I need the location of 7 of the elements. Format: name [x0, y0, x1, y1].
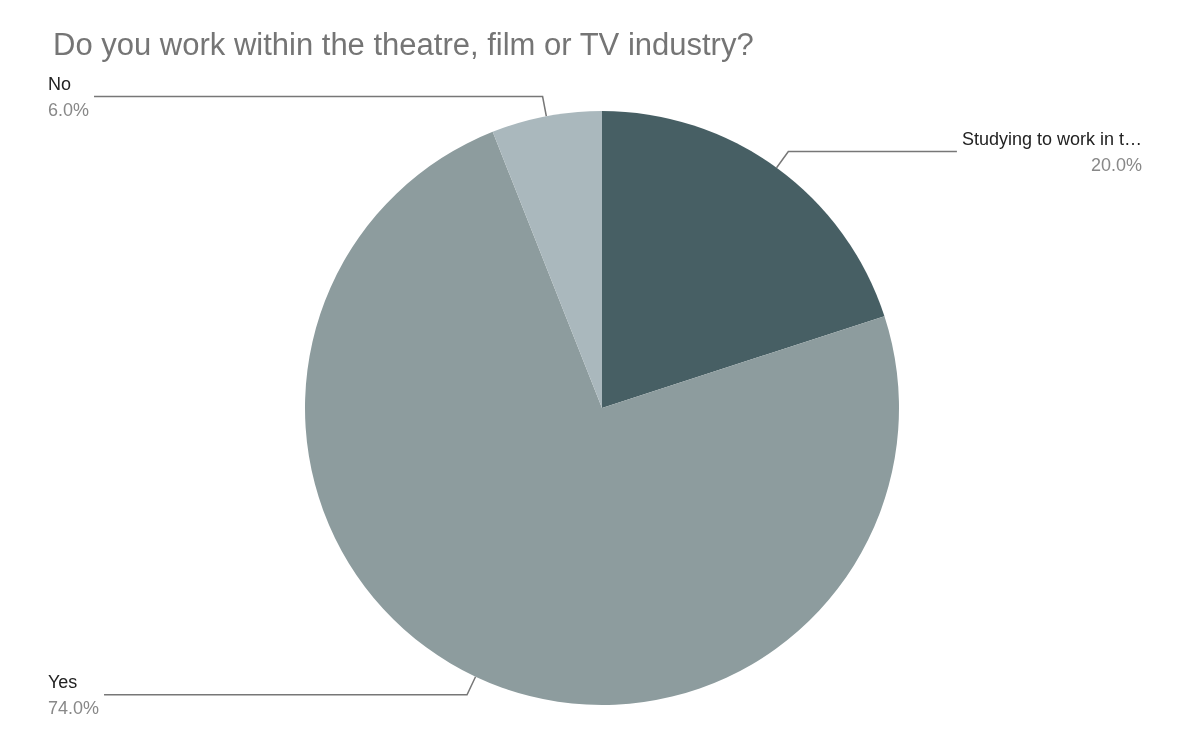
data-label: 74.0%: [48, 697, 100, 718]
slice-label: Yes: [48, 671, 78, 692]
slice-label: Studying to work in t…: [961, 128, 1142, 149]
data-label: 20.0%: [1090, 154, 1142, 175]
chart-title: Do you work within the theatre, film or TV industry?: [53, 27, 754, 62]
data-label: 6.0%: [48, 99, 90, 120]
slice-label: No: [48, 73, 72, 94]
